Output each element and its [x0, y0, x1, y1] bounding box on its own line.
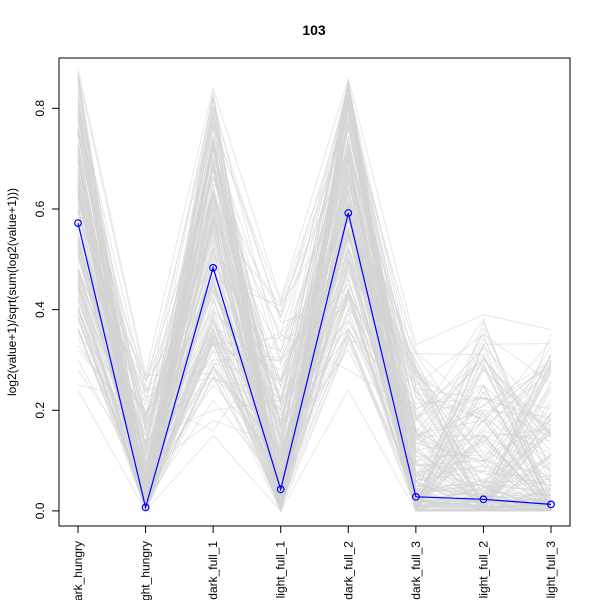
- x-tick-label: dark_full_2: [341, 541, 355, 600]
- background-line: [77, 72, 552, 510]
- background-line: [77, 84, 552, 511]
- y-tick-label: 0.4: [33, 301, 47, 318]
- y-tick-label: 0.0: [33, 502, 47, 519]
- highlight-point: [479, 495, 488, 504]
- highlight-point: [344, 209, 353, 217]
- background-line: [77, 105, 552, 480]
- y-tick-label: 0.8: [33, 100, 47, 117]
- chart-title: 103: [302, 22, 326, 38]
- highlight-line: [77, 212, 552, 510]
- background-line: [77, 95, 552, 510]
- y-axis: 0.0 0.2 0.4 0.6 0.8: [33, 100, 59, 519]
- background-line: [77, 88, 552, 508]
- background-line: [77, 79, 552, 495]
- x-tick-label: dark_full_1: [206, 541, 220, 600]
- background-lines: [77, 67, 552, 513]
- background-line: [77, 144, 552, 511]
- highlight-series: [74, 209, 555, 512]
- x-tick-label: dark_full_3: [409, 541, 423, 600]
- highlight-point: [209, 263, 218, 272]
- x-tick-label: ark_hungry: [71, 541, 85, 600]
- y-axis-label: log2(value+1)/sqrt(sum(log2(value+1))): [5, 188, 19, 396]
- y-tick-label: 0.6: [33, 200, 47, 217]
- background-line: [77, 238, 552, 511]
- x-tick-label: light_full_2: [476, 541, 490, 599]
- highlight-point: [412, 492, 420, 501]
- highlight-point: [276, 485, 285, 494]
- highlight-point: [141, 503, 150, 512]
- x-axis: ark_hungry ght_hungry dark_full_1 light_ful…: [71, 526, 558, 600]
- background-line: [77, 204, 552, 476]
- background-line: [77, 97, 552, 511]
- background-line: [77, 389, 551, 512]
- plot-frame: [58, 57, 571, 527]
- x-tick-label: ght_hungry: [139, 541, 153, 600]
- x-tick-label: light_full_1: [274, 541, 288, 599]
- highlight-point: [547, 500, 555, 509]
- background-line: [77, 67, 552, 376]
- y-tick-label: 0.2: [33, 402, 47, 419]
- background-line: [77, 81, 552, 510]
- highlight-point: [74, 219, 82, 228]
- x-tick-label: light_full_3: [544, 541, 558, 599]
